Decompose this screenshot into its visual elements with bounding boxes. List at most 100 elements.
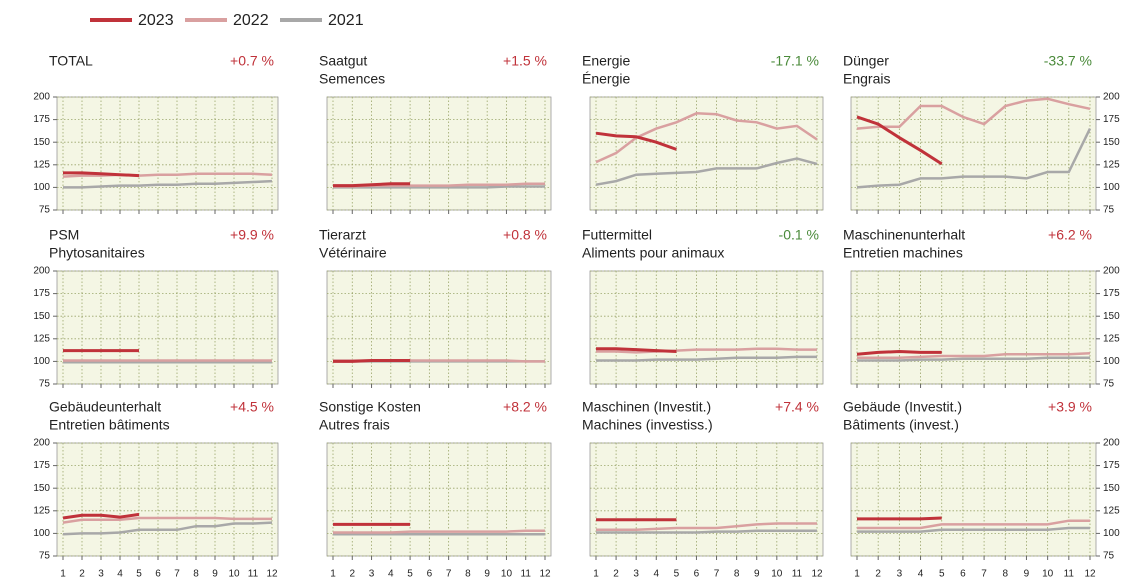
y-tick-label: 100: [33, 356, 50, 367]
x-tick-label: 1: [854, 569, 860, 580]
x-tick-label: 2: [613, 569, 619, 580]
y-tick-label: 125: [33, 333, 50, 344]
panel-change: +9.9 %: [230, 227, 274, 243]
plot-area: [326, 270, 552, 385]
panel-change: +6.2 %: [1048, 227, 1092, 243]
y-tick-label: 100: [33, 528, 50, 539]
y-tick-label: 200: [1103, 438, 1120, 449]
panel-subtitle: Bâtiments (invest.): [843, 417, 959, 433]
y-tick-label: 175: [1103, 114, 1120, 125]
x-tick-label: 4: [918, 569, 924, 580]
x-tick-label: 5: [674, 569, 680, 580]
series-line: [62, 512, 140, 520]
x-tick-label: 10: [1042, 569, 1054, 580]
y-tick-label: 175: [33, 460, 50, 471]
y-tick-label: 150: [1103, 137, 1120, 148]
panel-change: -33.7 %: [1044, 53, 1092, 69]
x-tick-label: 2: [349, 569, 355, 580]
x-tick-label: 1: [60, 569, 66, 580]
panel-title: Dünger: [843, 53, 889, 69]
panel-title: Futtermittel: [582, 227, 652, 243]
x-tick-label: 6: [427, 569, 433, 580]
x-tick-label: 1: [330, 569, 336, 580]
panel-subtitle: Vétérinaire: [319, 245, 387, 261]
panel-change: +7.4 %: [775, 399, 819, 415]
series-line: [63, 179, 273, 189]
series-line: [62, 516, 272, 524]
y-tick-label: 150: [1103, 311, 1120, 322]
x-tick-label: 2: [79, 569, 85, 580]
x-tick-label: 12: [811, 569, 823, 580]
x-tick-label: 7: [714, 569, 720, 580]
y-tick-label: 175: [1103, 288, 1120, 299]
series-line: [62, 521, 273, 536]
series-line: [333, 359, 411, 363]
series-line: [856, 128, 1092, 189]
x-tick-label: 12: [539, 569, 551, 580]
panel-subtitle: Entretien machines: [843, 245, 963, 261]
panel-change: +4.5 %: [230, 399, 274, 415]
x-tick-label: 3: [98, 569, 104, 580]
y-tick-label: 200: [33, 92, 50, 103]
x-tick-label: 9: [212, 569, 218, 580]
panel-subtitle: Aliments pour animaux: [582, 245, 724, 261]
y-tick-label: 125: [1103, 333, 1120, 344]
x-tick-label: 8: [193, 569, 199, 580]
legend-label: 2021: [328, 12, 364, 29]
x-tick-label: 10: [228, 569, 240, 580]
x-tick-label: 4: [653, 569, 659, 580]
y-tick-label: 125: [1103, 505, 1120, 516]
x-tick-label: 12: [266, 569, 278, 580]
x-tick-label: 7: [174, 569, 180, 580]
panel-change: +0.7 %: [230, 53, 274, 69]
plot-area: [326, 96, 552, 211]
series-line: [856, 97, 1091, 130]
series-line: [62, 172, 273, 178]
series-line: [857, 356, 1090, 362]
series-line: [857, 516, 942, 521]
series-line: [857, 352, 1091, 360]
panel-title: Maschinenunterhalt: [843, 227, 965, 243]
series-line: [333, 182, 411, 188]
series-line: [333, 529, 545, 534]
plot-area: [589, 96, 824, 211]
y-tick-label: 200: [33, 438, 50, 449]
y-tick-label: 125: [33, 159, 50, 170]
x-tick-label: 3: [369, 569, 375, 580]
series-line: [595, 112, 818, 164]
plot-area: [850, 270, 1097, 385]
x-tick-label: 10: [501, 569, 513, 580]
y-tick-label: 100: [1103, 356, 1120, 367]
panel-subtitle: Semences: [319, 71, 385, 87]
x-tick-label: 1: [593, 569, 599, 580]
y-tick-label: 75: [39, 551, 51, 562]
panel-change: +3.9 %: [1048, 399, 1092, 415]
plot-area: [56, 96, 279, 211]
x-tick-label: 4: [117, 569, 123, 580]
series-line: [595, 157, 818, 186]
panel-title: Maschinen (Investit.): [582, 399, 711, 415]
y-tick-label: 75: [1103, 379, 1115, 390]
y-tick-label: 125: [33, 505, 50, 516]
x-tick-label: 7: [446, 569, 452, 580]
y-tick-label: 175: [33, 288, 50, 299]
y-tick-label: 150: [33, 311, 50, 322]
x-tick-label: 8: [1002, 569, 1008, 580]
x-tick-label: 5: [136, 569, 142, 580]
panel-subtitle: Énergie: [582, 71, 630, 87]
panel-title: Sonstige Kosten: [319, 399, 421, 415]
series-line: [333, 185, 545, 189]
plot-area: [850, 442, 1097, 557]
y-tick-label: 200: [33, 266, 50, 277]
series-line: [63, 171, 140, 178]
plot-area: [56, 270, 279, 385]
y-tick-label: 75: [39, 379, 51, 390]
panel-title: Saatgut: [319, 53, 367, 69]
plot-area: [326, 442, 552, 557]
panel-title: Tierarzt: [319, 227, 366, 243]
x-tick-label: 6: [155, 569, 161, 580]
panel-subtitle: Engrais: [843, 71, 890, 87]
x-tick-label: 3: [633, 569, 639, 580]
panel-subtitle: Phytosanitaires: [49, 245, 145, 261]
